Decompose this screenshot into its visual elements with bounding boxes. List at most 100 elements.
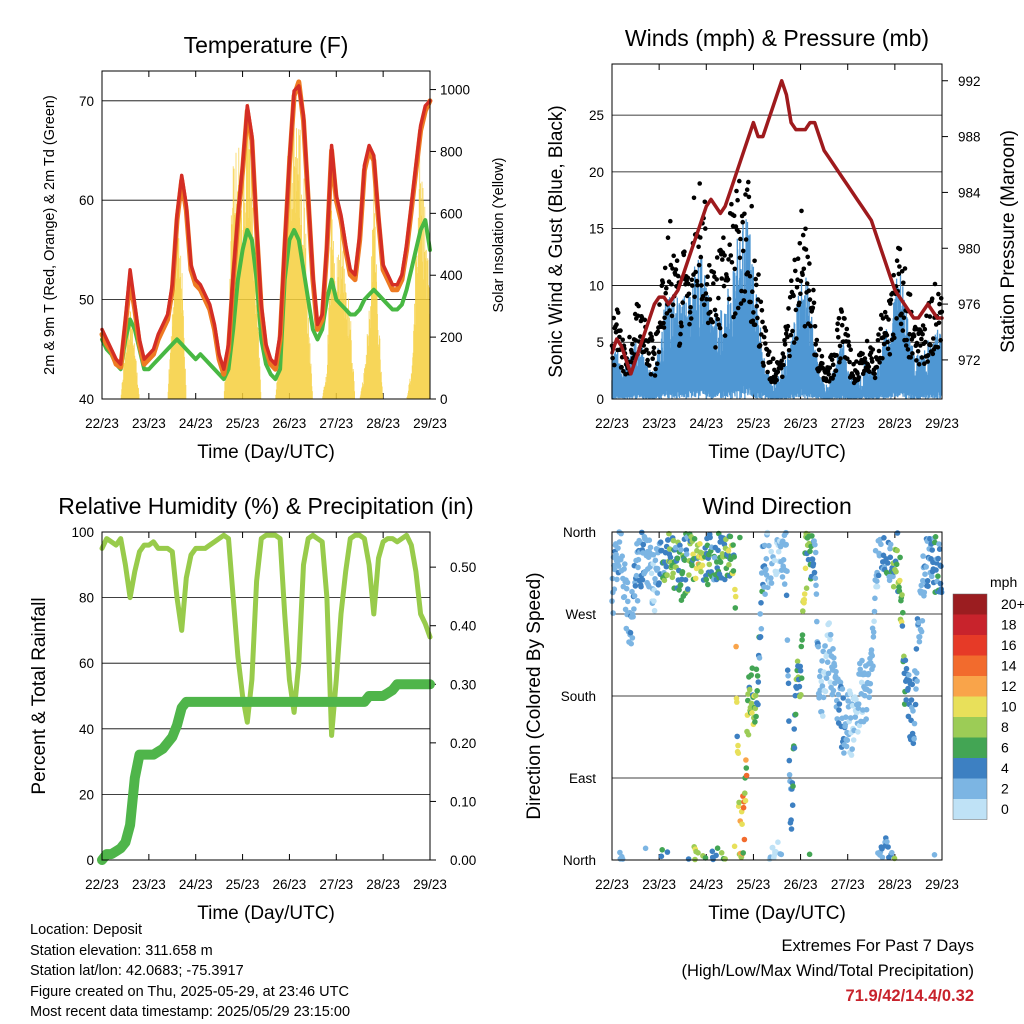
winds-xtick-label: 23/23 [642,416,676,431]
speed-legend-label: 14 [1001,658,1017,674]
temperature-ytick-right-label: 400 [440,268,463,283]
gust-point [671,253,676,259]
gust-point [855,371,860,376]
gust-point [904,337,909,343]
humidity-xtick-label: 27/23 [319,877,353,892]
wind-direction-point [726,561,732,568]
gust-point [932,281,938,287]
wind-direction-point [732,593,739,600]
wind-direction-point [670,570,676,577]
speed-legend-swatch [953,655,987,676]
wind-direction-point [925,583,931,589]
wind-direction-point [927,536,933,542]
speed-legend-label: 20+ [1001,596,1024,612]
gust-point [794,336,799,341]
wind-direction-point [683,547,690,553]
gust-point [791,340,797,345]
wind-direction-point [897,577,903,584]
gust-point [687,321,692,327]
gust-point [925,353,931,358]
gust-point [846,339,851,345]
gust-point [667,308,672,313]
temperature-ytick-right-label: 200 [440,330,463,345]
wind-direction-point [790,783,796,789]
wind-direction-point [689,562,695,569]
wind-direction-point [847,690,854,697]
gust-point [612,362,617,368]
wind-direction-point [734,699,740,705]
wind-direction-point [809,556,816,563]
wind-direction-point [798,692,804,698]
gust-point [657,302,662,307]
wind-direction-point [786,718,792,724]
wind-direction-point [812,549,819,556]
gust-point [842,316,847,321]
temperature-xtick-label: 24/23 [179,416,213,431]
gust-point [785,334,790,340]
wind-direction-point [807,548,813,555]
gust-point [802,324,808,329]
winds-ytick-right-label: 972 [958,353,981,368]
gust-point [736,229,741,234]
wind-direction-point [886,577,893,584]
wind-direction-point [799,637,805,643]
wind-direction-point [911,720,918,727]
gust-point [618,328,623,333]
wind-direction-point [788,826,795,832]
gust-point [738,236,743,242]
wind-direction-point [830,687,837,694]
wind-direction-point [763,566,769,572]
station-latlon: Station lat/lon: 42.0683; -75.3917 [30,963,244,979]
humidity-ytick-right-label: 0.30 [450,677,476,692]
gust-point [801,266,807,272]
gust-point [867,369,872,375]
wind-direction-point [893,568,899,575]
wind-direction-point [921,589,928,596]
wind-direction-point [812,575,819,581]
wind-direction-point [887,545,893,552]
gust-point [674,258,680,264]
gust-point [700,294,706,299]
wind-direction-point [901,701,908,707]
temperature-xtick-label: 22/23 [85,416,119,431]
gust-point [735,197,740,203]
wind-direction-point [768,575,774,581]
wind-direction-point [714,845,721,851]
wind-direction-point [685,586,691,592]
wind-direction-point [810,561,817,567]
temperature-ytick-label: 60 [79,193,94,208]
dewpoint-series [100,218,432,382]
wind-direction-point [870,634,877,640]
winds-ytick-right-label: 980 [958,241,981,256]
gust-point [872,371,877,377]
wind-direction-point [866,688,873,694]
wind-direction-point [823,675,830,681]
wind-direction-point [647,544,654,551]
wind-direction-point [735,750,742,756]
gust-point [810,305,816,311]
gust-point [881,341,887,347]
wind-direction-point [874,578,880,584]
gust-point [910,351,915,356]
gust-point [907,331,912,337]
speed-legend-label: 18 [1001,617,1017,633]
wind-direction-point [679,569,686,575]
gust-point [751,310,756,315]
gust-point [788,332,794,338]
gust-point [727,242,732,247]
wind-direction-point [868,647,875,653]
wind-direction-point [717,559,724,565]
extremes-subtitle: (High/Low/Max Wind/Total Precipitation) [681,962,974,980]
gust-point [662,265,668,271]
wind-direction-point [631,606,637,612]
gust-point [740,219,745,225]
gust-point [803,226,808,232]
gust-point [642,317,648,323]
humidity-ytick-right-label: 0.40 [450,619,476,634]
wind-direction-point [690,551,696,558]
gust-point [693,269,698,275]
speed-legend-label: 2 [1001,781,1009,797]
wind-direction-point [869,652,875,659]
gust-point [702,199,708,205]
gust-point [726,257,731,262]
